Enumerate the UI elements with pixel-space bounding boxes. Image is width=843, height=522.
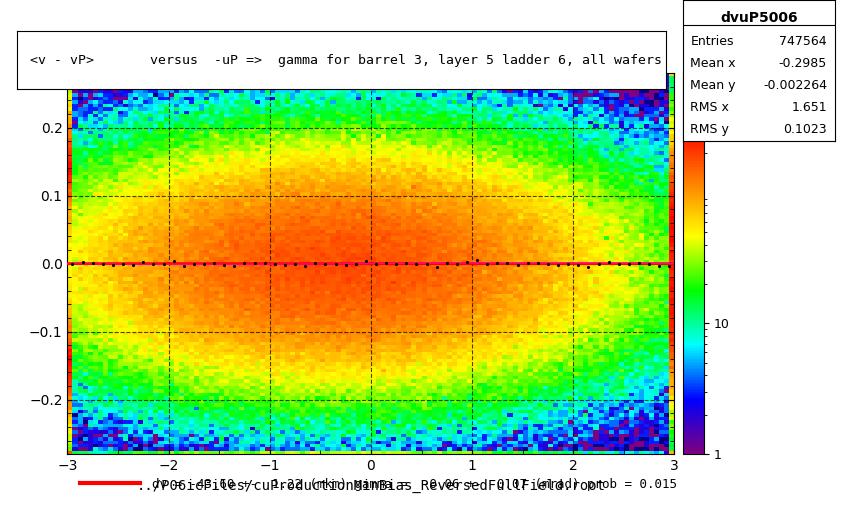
Text: Mean y: Mean y xyxy=(690,79,736,92)
Text: 747564: 747564 xyxy=(780,35,827,48)
Text: -0.002264: -0.002264 xyxy=(763,79,827,92)
Text: RMS y: RMS y xyxy=(690,123,729,136)
Text: RMS x: RMS x xyxy=(690,101,729,114)
Text: <v - vP>       versus  -uP =>  gamma for barrel 3, layer 5 ladder 6, all wafers: <v - vP> versus -uP => gamma for barrel … xyxy=(30,54,662,66)
X-axis label: ../P06icFiles/cuProductionMinBias_ReversedFullField.root: ../P06icFiles/cuProductionMinBias_Revers… xyxy=(137,479,605,493)
Text: Entries: Entries xyxy=(690,35,734,48)
Text: 1.651: 1.651 xyxy=(792,101,827,114)
Text: dv = -43.60 +-  1.22 (mkm) gamma =  -0.06 +-  0.07 (mrad) prob = 0.015: dv = -43.60 +- 1.22 (mkm) gamma = -0.06 … xyxy=(153,478,678,491)
Text: 0.1023: 0.1023 xyxy=(783,123,827,136)
Text: -0.2985: -0.2985 xyxy=(779,57,827,70)
Text: dvuP5006: dvuP5006 xyxy=(720,11,797,25)
Text: Mean x: Mean x xyxy=(690,57,736,70)
